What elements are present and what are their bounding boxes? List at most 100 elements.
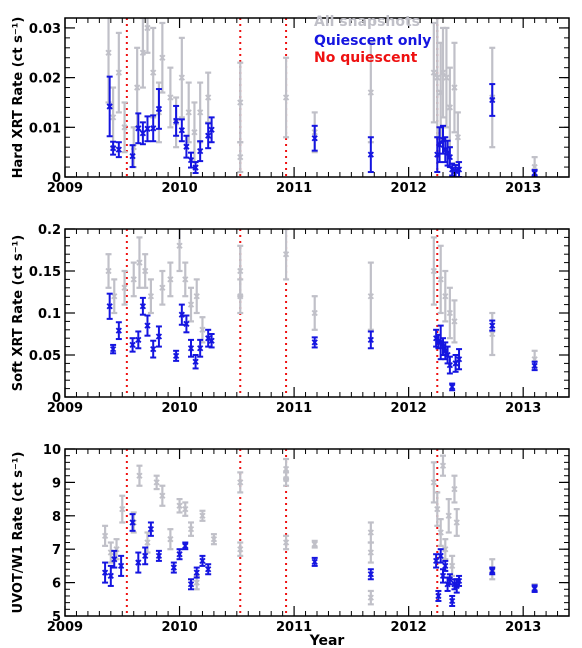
panel-3: 2009 2010 2011 2012 2013 5 6 7 8 9 10 UVOT/W1 Rate … xyxy=(11,443,570,635)
marker-x-b xyxy=(121,124,128,131)
marker-x-b xyxy=(446,153,454,161)
all-snapshots-point xyxy=(439,26,447,119)
marker-x-b xyxy=(117,562,125,570)
x-tick-label: 2012 xyxy=(391,620,427,635)
all-snapshots-point xyxy=(282,471,290,487)
marker-x-b xyxy=(105,267,112,275)
marker-x-b xyxy=(367,594,374,601)
y-tick-label: 0.03 xyxy=(29,22,61,37)
marker-x-b xyxy=(101,532,109,539)
marker-x-b xyxy=(115,327,122,334)
quiescent-point xyxy=(367,136,374,174)
marker-x-b xyxy=(155,333,163,340)
quiescent-point xyxy=(172,104,180,137)
quiescent-point xyxy=(139,121,147,146)
marker-x-b xyxy=(437,276,444,283)
marker-x-b xyxy=(531,362,538,370)
marker-x-b xyxy=(442,562,449,570)
quiescent-point xyxy=(452,164,459,177)
quiescent-point xyxy=(311,336,318,349)
x-tick-label: 2012 xyxy=(391,181,427,196)
y-tick-label: 0.02 xyxy=(29,72,61,87)
marker-x-b xyxy=(237,153,244,161)
all-snapshots-point xyxy=(159,484,166,507)
all-snapshots-point xyxy=(430,21,437,124)
all-snapshots-point xyxy=(446,286,454,340)
marker-x-b xyxy=(449,166,456,173)
all-snapshots-point xyxy=(237,278,244,315)
y-tick-label: 0 xyxy=(52,391,61,406)
all-snapshots-point xyxy=(130,261,137,298)
marker-x-b xyxy=(451,318,458,325)
marker-x-b xyxy=(167,536,174,543)
quiescent-point xyxy=(107,564,114,587)
quiescent-point xyxy=(111,549,118,569)
all-snapshots-point xyxy=(167,261,174,298)
marker-x-b xyxy=(437,552,444,560)
marker-x-b xyxy=(167,94,174,101)
marker-x-b xyxy=(178,74,185,81)
all-snapshots-point xyxy=(182,501,189,517)
y-axis-label: Soft XRT Rate (ct s⁻¹) xyxy=(11,235,26,392)
marker-x-b xyxy=(153,479,160,486)
marker-x-b xyxy=(101,569,109,576)
marker-x-b xyxy=(176,502,183,509)
marker-x-b xyxy=(205,566,212,573)
quiescent-point xyxy=(109,343,117,355)
marker-x-b xyxy=(111,293,118,300)
all-snapshots-point xyxy=(489,311,496,357)
all-snapshots-point xyxy=(182,261,189,298)
marker-x-b xyxy=(183,320,190,328)
marker-x-b xyxy=(437,529,444,536)
marker-x-b xyxy=(159,284,166,291)
all-snapshots-point xyxy=(185,81,192,144)
quiescent-point xyxy=(129,513,136,532)
quiescent-point xyxy=(183,134,190,159)
all-snapshots-point xyxy=(442,269,449,323)
all-snapshots-point xyxy=(210,533,218,546)
marker-x-b xyxy=(134,84,141,91)
marker-x-b xyxy=(311,339,318,346)
marker-x-b xyxy=(439,572,447,580)
quiescent-point xyxy=(489,566,496,576)
marker-x-b xyxy=(135,559,142,566)
marker-x-b xyxy=(115,69,122,76)
quiescent-point xyxy=(205,563,212,576)
x-tick-label: 2011 xyxy=(276,181,312,196)
legend-quiescent-only: Quiescent only xyxy=(314,33,431,49)
y-tick-label: 0.2 xyxy=(38,223,61,238)
quiescent-point xyxy=(197,140,204,163)
quiescent-point xyxy=(455,574,463,587)
marker-x-b xyxy=(311,558,318,566)
marker-x-b xyxy=(187,301,195,308)
marker-x-b xyxy=(489,330,496,338)
all-snapshots-point xyxy=(453,508,460,537)
marker-x-b xyxy=(449,597,456,605)
y-tick-label: 9 xyxy=(52,476,61,491)
quiescent-point xyxy=(489,83,496,117)
all-snapshots-point xyxy=(434,18,441,139)
all-snapshots-point xyxy=(451,299,458,344)
marker-x-b xyxy=(443,74,450,81)
quiescent-point xyxy=(182,541,189,551)
marker-x-b xyxy=(453,519,460,526)
marker-x-b xyxy=(109,145,117,152)
marker-x-b xyxy=(106,103,113,110)
y-tick-label: 0.15 xyxy=(29,265,61,280)
quiescent-point xyxy=(449,162,456,177)
marker-x-b xyxy=(183,143,190,150)
marker-x-b xyxy=(237,546,244,553)
y-axis-label: UVOT/W1 Rate (ct s⁻¹) xyxy=(11,452,26,614)
marker-x-b xyxy=(436,141,443,148)
marker-x-b xyxy=(144,539,151,546)
marker-x-b xyxy=(311,309,318,317)
marker-x-b xyxy=(187,581,195,588)
marker-x-b xyxy=(106,303,113,310)
plot-area xyxy=(101,449,538,616)
marker-x-b xyxy=(155,552,163,560)
all-snapshots-point xyxy=(437,244,444,315)
y-tick-label: 6 xyxy=(52,577,61,592)
marker-x-b xyxy=(199,557,206,565)
quiescent-point xyxy=(531,584,538,593)
